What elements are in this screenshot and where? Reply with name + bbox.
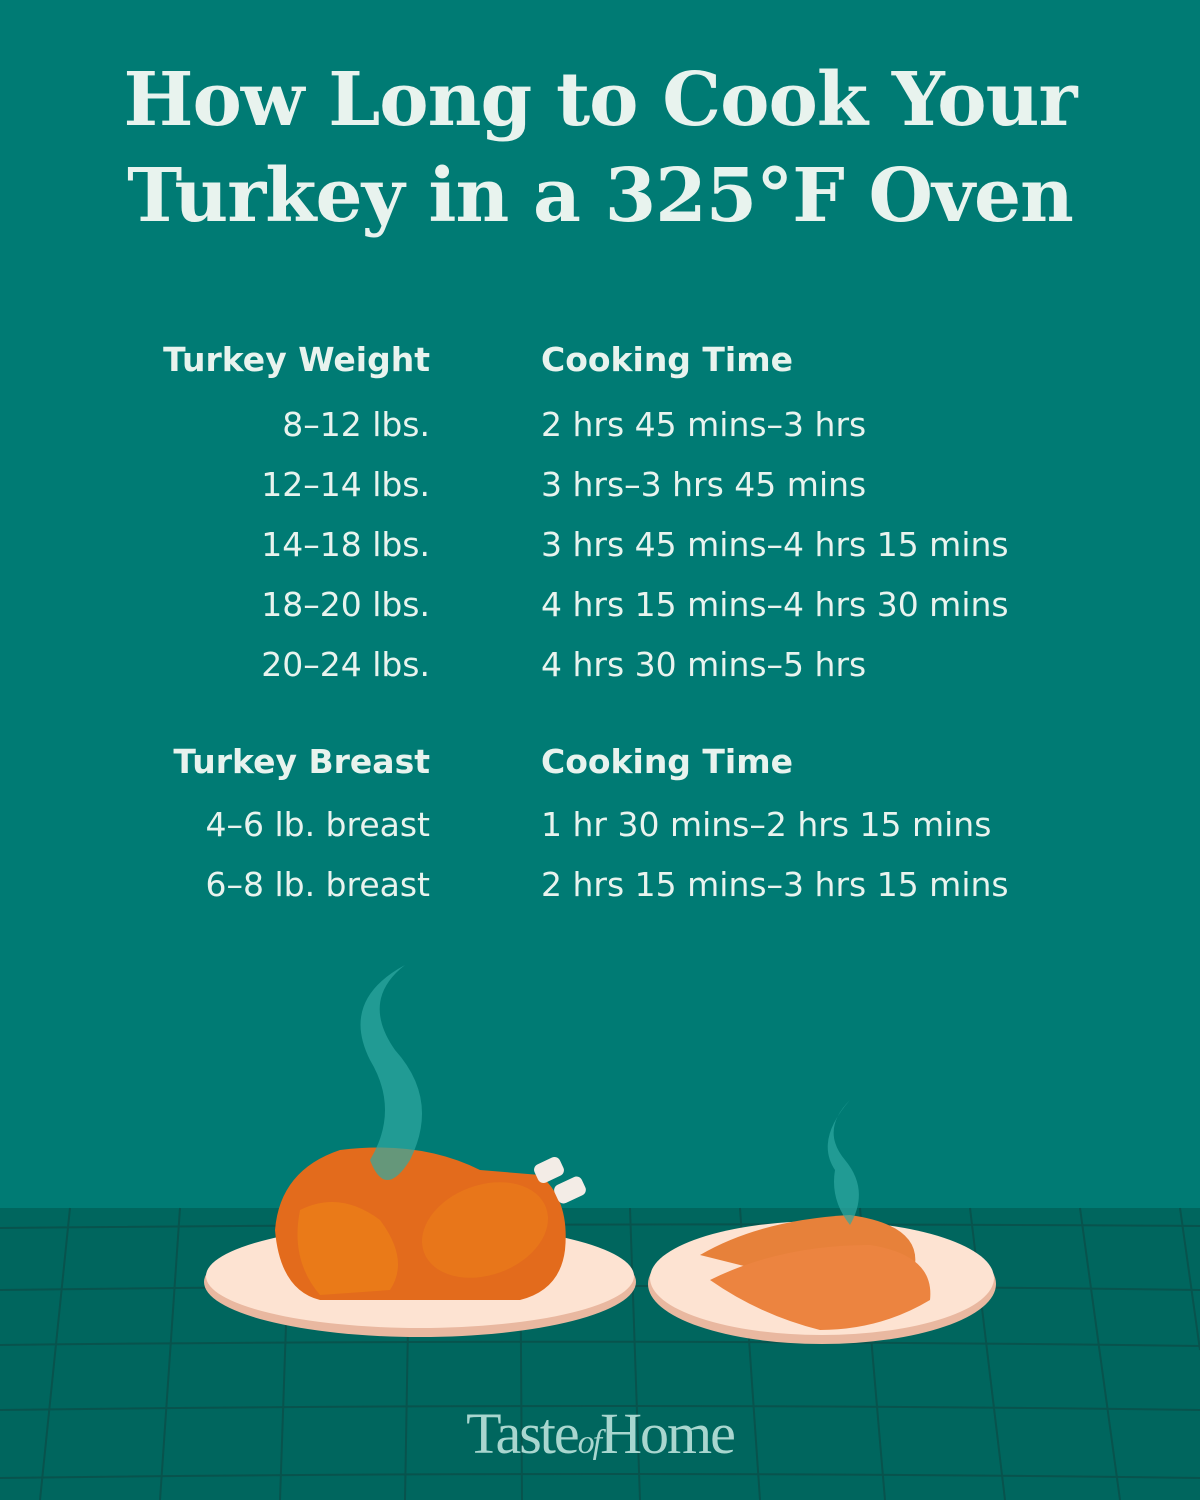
header-weight: Turkey Weight (163, 340, 430, 379)
table-row: 6–8 lb. breast 2 hrs 15 mins–3 hrs 15 mi… (0, 865, 1200, 915)
whole-turkey (275, 1147, 586, 1300)
header-time: Cooking Time (541, 742, 794, 781)
time-cell: 1 hr 30 mins–2 hrs 15 mins (541, 805, 992, 844)
weight-cell: 12–14 lbs. (261, 465, 430, 504)
title-line-1: How Long to Cook Your (123, 57, 1078, 143)
weight-cell: 8–12 lbs. (282, 405, 430, 444)
weight-cell: 4–6 lb. breast (205, 805, 430, 844)
table-header: Turkey Weight Cooking Time (0, 340, 1200, 390)
time-cell: 3 hrs–3 hrs 45 mins (541, 465, 867, 504)
header-breast: Turkey Breast (173, 742, 430, 781)
time-cell: 4 hrs 15 mins–4 hrs 30 mins (541, 585, 1009, 624)
steam-icon (360, 965, 859, 1225)
turkey-breasts (700, 1215, 931, 1330)
title-line-2: Turkey in a 325°F Oven (127, 153, 1074, 239)
weight-cell: 6–8 lb. breast (205, 865, 430, 904)
time-cell: 3 hrs 45 mins–4 hrs 15 mins (541, 525, 1009, 564)
table-row: 4–6 lb. breast 1 hr 30 mins–2 hrs 15 min… (0, 805, 1200, 855)
table-row: 18–20 lbs. 4 hrs 15 mins–4 hrs 30 mins (0, 585, 1200, 635)
page-title: How Long to Cook Your Turkey in a 325°F … (0, 52, 1200, 244)
table-header: Turkey Breast Cooking Time (0, 742, 1200, 792)
time-cell: 2 hrs 45 mins–3 hrs (541, 405, 867, 444)
header-time: Cooking Time (541, 340, 794, 379)
table-row: 8–12 lbs. 2 hrs 45 mins–3 hrs (0, 405, 1200, 455)
time-cell: 4 hrs 30 mins–5 hrs (541, 645, 867, 684)
taste-of-home-logo: TasteofHome (466, 1401, 736, 1466)
weight-cell: 14–18 lbs. (261, 525, 430, 564)
table-row: 14–18 lbs. 3 hrs 45 mins–4 hrs 15 mins (0, 525, 1200, 575)
table-row: 12–14 lbs. 3 hrs–3 hrs 45 mins (0, 465, 1200, 515)
weight-cell: 20–24 lbs. (261, 645, 430, 684)
weight-cell: 18–20 lbs. (261, 585, 430, 624)
table-row: 20–24 lbs. 4 hrs 30 mins–5 hrs (0, 645, 1200, 695)
time-cell: 2 hrs 15 mins–3 hrs 15 mins (541, 865, 1009, 904)
